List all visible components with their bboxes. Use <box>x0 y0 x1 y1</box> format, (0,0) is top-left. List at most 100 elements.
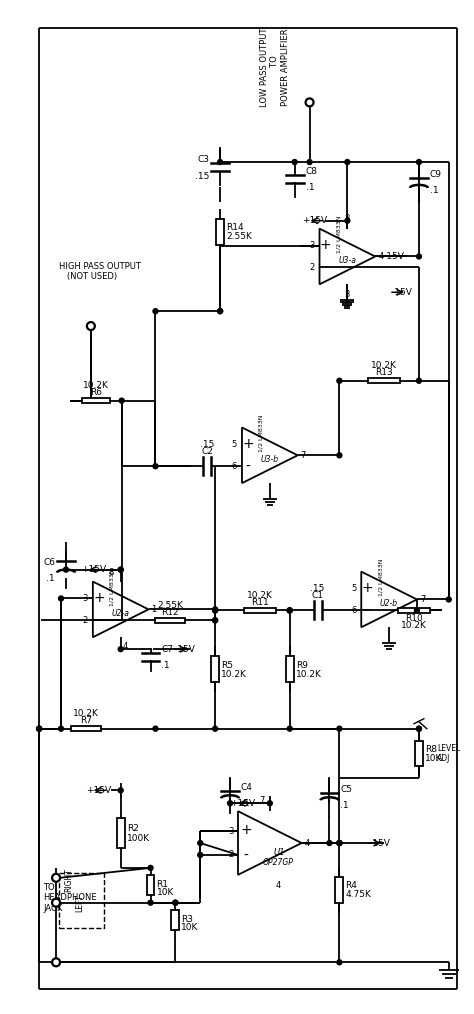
Text: R11: R11 <box>251 598 269 607</box>
Circle shape <box>153 726 158 731</box>
Circle shape <box>213 608 218 612</box>
Text: +: + <box>242 437 254 451</box>
Text: 6: 6 <box>351 606 356 615</box>
Circle shape <box>213 608 218 612</box>
Circle shape <box>148 865 153 870</box>
Text: 4: 4 <box>275 881 281 890</box>
Circle shape <box>36 726 42 731</box>
Circle shape <box>292 159 297 164</box>
Circle shape <box>337 841 342 846</box>
Text: -: - <box>365 603 370 618</box>
Circle shape <box>218 159 223 164</box>
Text: 8: 8 <box>345 214 350 223</box>
Text: -15V: -15V <box>383 251 404 261</box>
Bar <box>117 818 125 848</box>
Text: .15: .15 <box>195 172 209 180</box>
Circle shape <box>148 900 153 906</box>
Circle shape <box>118 567 123 572</box>
Circle shape <box>59 726 64 731</box>
Circle shape <box>52 874 60 882</box>
Text: C6: C6 <box>43 558 55 567</box>
Circle shape <box>337 841 342 846</box>
Text: -: - <box>323 261 328 275</box>
Text: R7: R7 <box>80 716 92 725</box>
Text: 10.2K: 10.2K <box>73 709 99 718</box>
Text: 4: 4 <box>123 642 128 651</box>
Circle shape <box>337 453 342 457</box>
Text: .1: .1 <box>340 801 349 810</box>
Circle shape <box>213 618 218 623</box>
Circle shape <box>213 618 218 623</box>
Bar <box>244 608 276 612</box>
Circle shape <box>119 399 124 404</box>
Text: -: - <box>246 459 250 474</box>
Circle shape <box>118 788 123 793</box>
Text: R14: R14 <box>226 223 244 232</box>
Text: 10K: 10K <box>182 923 199 932</box>
Text: 1/2 LM833N: 1/2 LM833N <box>337 216 341 254</box>
Text: 3: 3 <box>82 594 88 602</box>
Text: ADJ: ADJ <box>437 754 450 763</box>
Text: 2: 2 <box>229 851 234 860</box>
Text: .1: .1 <box>306 184 314 193</box>
Circle shape <box>59 596 64 601</box>
Text: +: + <box>93 591 105 605</box>
Text: LEFT: LEFT <box>75 893 84 912</box>
Circle shape <box>218 308 223 313</box>
Circle shape <box>337 960 342 964</box>
Text: 1/2 LM833N: 1/2 LM833N <box>110 569 115 606</box>
Bar <box>172 910 179 930</box>
Circle shape <box>307 159 312 164</box>
Text: 7: 7 <box>259 796 264 805</box>
Text: 4.75K: 4.75K <box>346 890 371 899</box>
Circle shape <box>52 958 60 966</box>
Circle shape <box>267 801 272 806</box>
Text: C4: C4 <box>241 784 253 792</box>
Text: .1: .1 <box>241 799 250 808</box>
Text: C9: C9 <box>430 170 442 178</box>
Text: R8: R8 <box>425 745 437 754</box>
Circle shape <box>287 608 292 612</box>
Text: 3: 3 <box>309 241 315 249</box>
Circle shape <box>417 726 421 731</box>
Text: +15V: +15V <box>86 786 111 795</box>
Text: R9: R9 <box>296 660 308 669</box>
Circle shape <box>337 378 342 383</box>
Text: +: + <box>319 238 331 252</box>
Text: 7: 7 <box>420 595 425 604</box>
Bar <box>146 875 155 894</box>
Text: 10K: 10K <box>425 754 442 763</box>
Text: U3-b: U3-b <box>261 455 279 463</box>
Text: U2-b: U2-b <box>380 599 398 608</box>
Circle shape <box>213 607 218 611</box>
Circle shape <box>417 159 421 164</box>
Text: .1: .1 <box>162 661 170 670</box>
Circle shape <box>153 463 158 468</box>
Bar <box>211 656 219 682</box>
Circle shape <box>198 841 203 846</box>
Circle shape <box>173 900 178 906</box>
Circle shape <box>306 98 313 106</box>
Text: 10.2K: 10.2K <box>83 381 109 390</box>
Text: +: + <box>361 581 373 595</box>
Text: LOW PASS OUTPUT
     TO
POWER AMPLIFIER: LOW PASS OUTPUT TO POWER AMPLIFIER <box>260 28 290 107</box>
Text: C2: C2 <box>201 447 213 456</box>
Circle shape <box>417 378 421 383</box>
Circle shape <box>446 597 451 602</box>
Circle shape <box>287 726 292 731</box>
Text: C5: C5 <box>340 785 352 794</box>
Text: .1: .1 <box>46 574 55 583</box>
Text: LEVEL: LEVEL <box>437 744 460 753</box>
Circle shape <box>198 853 203 858</box>
Text: .15: .15 <box>310 584 325 593</box>
Text: 2.55K: 2.55K <box>226 232 252 241</box>
Circle shape <box>213 726 218 731</box>
Text: U1: U1 <box>274 849 285 858</box>
Text: 10.2K: 10.2K <box>371 361 397 370</box>
Circle shape <box>417 254 421 259</box>
Circle shape <box>345 218 350 223</box>
Circle shape <box>64 567 69 572</box>
Text: 3: 3 <box>345 290 350 299</box>
Text: C7: C7 <box>162 645 173 654</box>
Text: 10.2K: 10.2K <box>296 669 321 678</box>
